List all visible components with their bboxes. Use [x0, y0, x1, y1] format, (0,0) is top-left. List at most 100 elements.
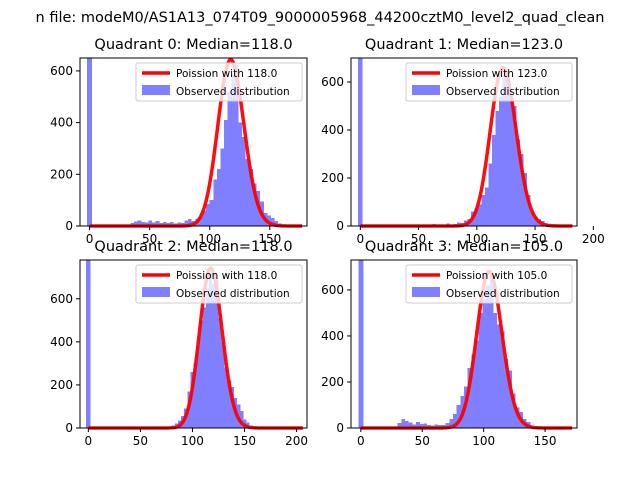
histogram-bar — [227, 91, 232, 226]
histogram-bar — [497, 324, 501, 428]
histogram-bar — [475, 340, 479, 428]
quadrant-2-chart: 0 50 100 150 200 0 200 400 600 Quadrant 2: Median… — [50, 239, 308, 448]
histogram-bar — [184, 220, 189, 226]
histogram-bar — [481, 194, 485, 226]
x-tick-label: 0 — [357, 434, 365, 448]
histogram-bar — [482, 299, 487, 428]
legend: Poission with 118.0 Observed distribution — [135, 264, 303, 304]
histogram-bar — [486, 285, 490, 428]
histogram-bar — [419, 423, 424, 428]
y-tick-label: 200 — [321, 375, 344, 389]
histogram-bar — [188, 218, 192, 226]
histogram-bar — [445, 422, 450, 428]
histogram-bar — [491, 134, 496, 226]
histogram-bar — [405, 421, 409, 428]
x-tick-label: 100 — [181, 434, 204, 448]
x-tick-label: 50 — [415, 434, 430, 448]
histogram-bar — [474, 209, 478, 226]
histogram-bar — [193, 363, 197, 428]
histogram-bar — [227, 380, 231, 428]
legend-bars-swatch — [142, 85, 170, 95]
x-tick-label: 100 — [465, 232, 488, 246]
histogram-bar — [484, 187, 489, 226]
histogram-bar — [148, 220, 153, 226]
histogram-bar — [401, 418, 406, 428]
histogram-bar — [249, 169, 253, 226]
histogram-bar — [238, 122, 243, 226]
legend-bars-swatch — [142, 287, 170, 297]
x-tick-label: 0 — [86, 232, 94, 246]
histogram-bar — [87, 58, 93, 226]
histogram-bar — [231, 74, 235, 226]
y-tick-label: 200 — [50, 378, 73, 392]
histogram-bar — [397, 422, 402, 428]
histogram-bar — [245, 158, 250, 226]
histogram-bar — [502, 74, 506, 226]
histogram-bar — [220, 148, 225, 226]
quadrant-0-title: Quadrant 0: Median=118.0 — [94, 37, 292, 53]
histogram-bar — [218, 318, 222, 428]
x-tick-label: 50 — [142, 232, 157, 246]
histogram-bar — [449, 418, 453, 428]
histogram-bar — [240, 410, 244, 428]
legend-bars-swatch — [412, 85, 440, 95]
y-tick-label: 0 — [65, 421, 73, 435]
histogram-bar — [516, 139, 520, 226]
y-tick-label: 400 — [50, 335, 73, 349]
histogram-bar — [530, 211, 534, 226]
histogram-bar — [206, 204, 210, 226]
histogram-bar — [252, 183, 257, 226]
histogram-bar — [511, 393, 516, 428]
histogram-bar — [412, 424, 417, 428]
quadrant-3-chart: 0 50 100 150 0 200 400 600 Quadrant 3: Median=10… — [321, 239, 578, 448]
x-tick-label: 0 — [356, 232, 364, 246]
legend-bars-label: Observed distribution — [176, 86, 290, 98]
histogram-bar — [137, 220, 142, 226]
legend-bars-swatch — [412, 287, 440, 297]
histogram-bar — [202, 307, 206, 428]
axes-frame — [350, 259, 578, 429]
histogram-bar — [493, 312, 498, 428]
y-tick-label: 0 — [336, 421, 344, 435]
y-tick-label: 200 — [50, 167, 73, 181]
legend-box — [405, 264, 573, 304]
histogram-bar — [423, 423, 428, 428]
legend-bars-label: Observed distribution — [446, 288, 560, 300]
legend: Poission with 105.0 Observed distribution — [405, 264, 573, 304]
histogram-bar — [152, 222, 156, 226]
histogram-bar — [509, 101, 513, 226]
histogram-bar — [224, 367, 228, 428]
histogram-bar — [209, 272, 213, 428]
histogram-bar — [202, 210, 207, 226]
quadrant-1-chart: 0 50 100 150 200 0 200 400 600 Quadrant 1: Median… — [321, 37, 605, 246]
histogram-bar — [434, 424, 439, 428]
axes-frame — [79, 57, 308, 227]
quadrant-0-chart: 0 50 100 150 0 200 400 600 Quadrant 0: Median=11… — [50, 37, 308, 246]
histogram-bar — [177, 222, 181, 226]
histogram-bar — [504, 358, 509, 428]
y-tick-label: 600 — [321, 75, 344, 89]
histogram-bar — [162, 222, 167, 226]
y-tick-label: 0 — [65, 219, 73, 233]
legend: Poission with 118.0 Observed distribution — [135, 62, 303, 102]
x-tick-label: 200 — [285, 434, 308, 448]
x-tick-label: 0 — [85, 434, 93, 448]
histogram-bar — [500, 331, 505, 428]
histogram-bar — [408, 422, 413, 428]
histogram-bar — [196, 346, 200, 428]
legend: Poission with 123.0 Observed distribution — [405, 62, 573, 102]
x-tick-label: 50 — [411, 232, 426, 246]
histogram-bar — [467, 368, 472, 428]
histogram-bar — [224, 120, 228, 226]
histogram-bar — [209, 200, 214, 226]
histogram-bar — [242, 136, 246, 226]
histogram-bar — [198, 216, 203, 226]
y-tick-label: 600 — [321, 283, 344, 297]
histogram-bar — [416, 422, 420, 428]
legend-curve-label: Poission with 123.0 — [446, 68, 547, 80]
histogram-bar — [526, 194, 531, 226]
histogram-bar — [155, 220, 160, 226]
figure-suptitle: n file: modeM0/AS1A13_074T09_9000005968_… — [36, 10, 605, 26]
legend-bars-label: Observed distribution — [176, 288, 290, 300]
